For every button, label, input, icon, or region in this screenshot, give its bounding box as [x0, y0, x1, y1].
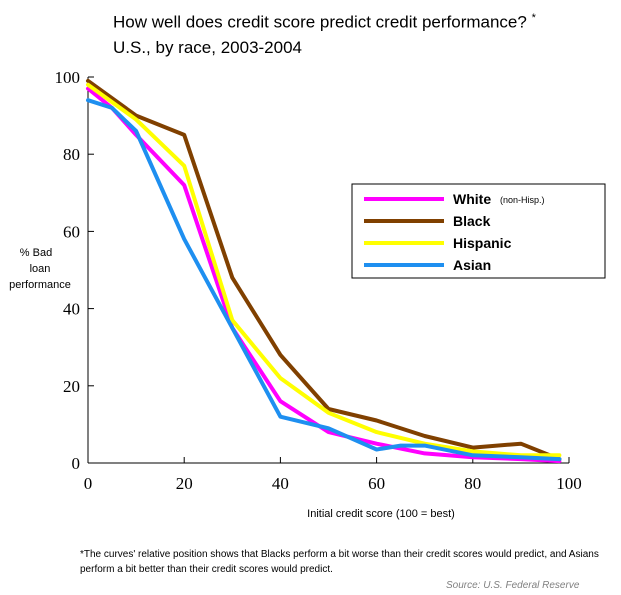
series-line-asian — [86, 98, 562, 462]
series-line-hispanic — [86, 82, 562, 458]
y-axis-label-line: % Bad — [20, 247, 52, 259]
x-tick-label: 80 — [464, 474, 481, 493]
x-tick-label: 0 — [84, 474, 93, 493]
title-footnote-marker: * — [531, 12, 536, 24]
y-tick-label: 80 — [63, 145, 80, 164]
x-tick-label: 20 — [176, 474, 193, 493]
x-tick-label: 60 — [368, 474, 385, 493]
source-credit: Source: U.S. Federal Reserve — [446, 580, 580, 591]
legend-label-white: White — [453, 191, 491, 207]
y-axis-label-line: performance — [9, 279, 71, 291]
legend-label-black: Black — [453, 213, 491, 229]
y-tick-label: 0 — [72, 454, 81, 473]
series-line-black — [86, 78, 562, 462]
chart-title: How well does credit score predict credi… — [113, 12, 527, 32]
y-tick-label: 20 — [63, 377, 80, 396]
x-axis-label: Initial credit score (100 = best) — [307, 508, 455, 520]
y-axis-label-line: loan — [30, 263, 51, 275]
x-tick-label: 100 — [556, 474, 582, 493]
legend-label-hispanic: Hispanic — [453, 235, 512, 251]
y-tick-label: 100 — [55, 68, 81, 87]
footnote: *The curves' relative position shows tha… — [80, 549, 599, 575]
legend-label-asian: Asian — [453, 257, 491, 273]
y-tick-label: 40 — [63, 300, 80, 319]
chart-subtitle: U.S., by race, 2003-2004 — [113, 37, 303, 57]
y-tick-label: 60 — [63, 222, 80, 241]
legend-qualifier: (non-Hisp.) — [500, 195, 545, 205]
x-tick-label: 40 — [272, 474, 289, 493]
chart-title-block: How well does credit score predict credi… — [113, 6, 536, 60]
